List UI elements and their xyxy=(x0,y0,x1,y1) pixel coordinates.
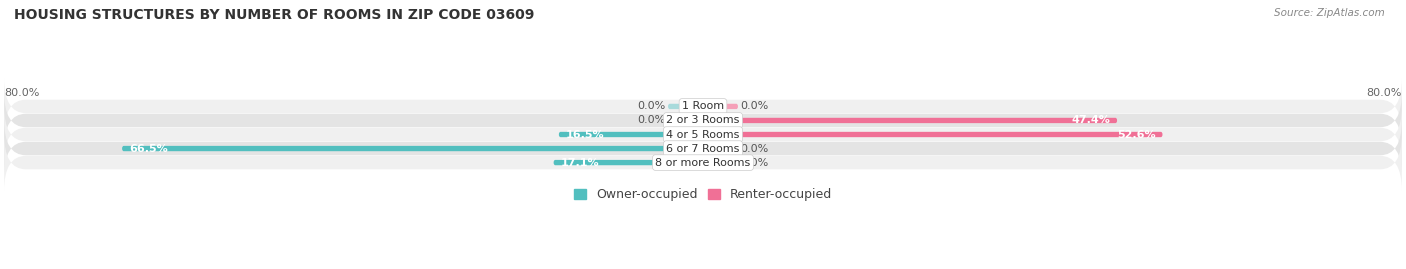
FancyBboxPatch shape xyxy=(703,146,738,151)
Text: 4 or 5 Rooms: 4 or 5 Rooms xyxy=(666,129,740,140)
FancyBboxPatch shape xyxy=(4,92,1402,149)
Text: 52.6%: 52.6% xyxy=(1116,129,1156,140)
Text: 0.0%: 0.0% xyxy=(637,115,665,125)
FancyBboxPatch shape xyxy=(558,132,703,137)
Text: 80.0%: 80.0% xyxy=(1367,88,1402,98)
Legend: Owner-occupied, Renter-occupied: Owner-occupied, Renter-occupied xyxy=(574,189,832,201)
FancyBboxPatch shape xyxy=(703,132,1163,137)
Text: 0.0%: 0.0% xyxy=(637,101,665,111)
FancyBboxPatch shape xyxy=(703,104,738,109)
Text: 0.0%: 0.0% xyxy=(741,158,769,168)
Text: HOUSING STRUCTURES BY NUMBER OF ROOMS IN ZIP CODE 03609: HOUSING STRUCTURES BY NUMBER OF ROOMS IN… xyxy=(14,8,534,22)
Text: 2 or 3 Rooms: 2 or 3 Rooms xyxy=(666,115,740,125)
FancyBboxPatch shape xyxy=(4,134,1402,191)
FancyBboxPatch shape xyxy=(4,120,1402,177)
FancyBboxPatch shape xyxy=(554,160,703,165)
FancyBboxPatch shape xyxy=(703,118,1116,123)
Text: 66.5%: 66.5% xyxy=(129,144,167,154)
Text: 0.0%: 0.0% xyxy=(741,101,769,111)
FancyBboxPatch shape xyxy=(668,118,703,123)
Text: 6 or 7 Rooms: 6 or 7 Rooms xyxy=(666,144,740,154)
Text: 1 Room: 1 Room xyxy=(682,101,724,111)
Text: 16.5%: 16.5% xyxy=(565,129,605,140)
FancyBboxPatch shape xyxy=(668,104,703,109)
Text: 47.4%: 47.4% xyxy=(1071,115,1111,125)
Text: 17.1%: 17.1% xyxy=(561,158,599,168)
FancyBboxPatch shape xyxy=(4,78,1402,135)
Text: 0.0%: 0.0% xyxy=(741,144,769,154)
FancyBboxPatch shape xyxy=(4,106,1402,163)
Text: Source: ZipAtlas.com: Source: ZipAtlas.com xyxy=(1274,8,1385,18)
Text: 80.0%: 80.0% xyxy=(4,88,39,98)
FancyBboxPatch shape xyxy=(703,160,738,165)
Text: 8 or more Rooms: 8 or more Rooms xyxy=(655,158,751,168)
FancyBboxPatch shape xyxy=(122,146,703,151)
